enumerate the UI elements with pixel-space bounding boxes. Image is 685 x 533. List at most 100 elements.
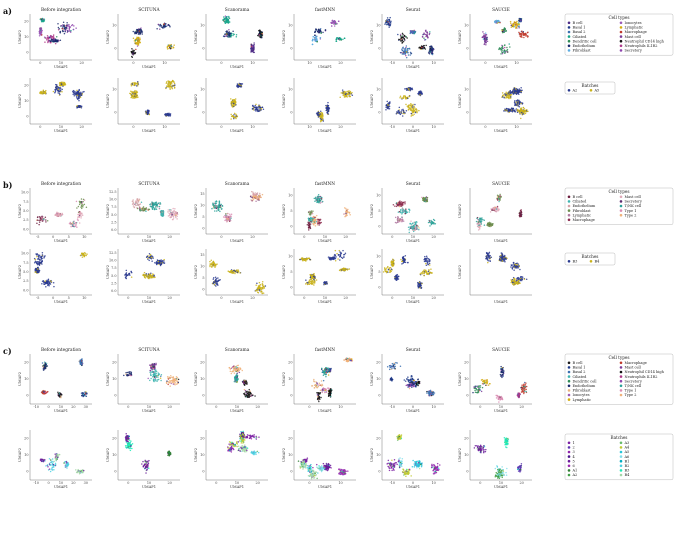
- cell-point: [225, 20, 228, 22]
- cell-point: [78, 93, 81, 95]
- cell-point: [428, 53, 431, 55]
- cell-point: [260, 37, 263, 39]
- cell-point: [139, 32, 141, 34]
- y-tick-label: 5.0: [111, 213, 116, 217]
- cell-point: [214, 204, 217, 207]
- cell-point: [309, 212, 311, 215]
- legend-item-label: Macrophage: [573, 218, 595, 222]
- cell-point: [410, 223, 413, 225]
- cell-point: [484, 41, 487, 44]
- cell-point: [132, 95, 134, 98]
- cell-point: [401, 42, 403, 44]
- cell-point: [54, 214, 56, 217]
- y-tick-label: 15: [200, 192, 204, 196]
- cell-point: [430, 50, 433, 52]
- cell-point: [510, 24, 513, 27]
- cell-point: [478, 217, 481, 220]
- x-tick-label: 20: [168, 235, 172, 239]
- cell-point: [170, 209, 173, 211]
- cell-point: [343, 96, 346, 98]
- cell-point: [427, 36, 429, 39]
- cell-point: [515, 101, 517, 103]
- x-tick-label: 0: [132, 125, 134, 129]
- cell-point: [431, 52, 433, 55]
- cell-point: [50, 36, 52, 39]
- cell-point: [136, 43, 138, 46]
- cell-point: [429, 225, 431, 227]
- cell-point: [521, 30, 523, 32]
- x-axis-label: UMAP1: [406, 239, 420, 243]
- cell-point: [501, 44, 503, 47]
- cell-point: [521, 36, 523, 38]
- cell-point: [56, 211, 58, 213]
- cell-point: [335, 23, 337, 25]
- cell-point: [75, 200, 78, 203]
- cell-point: [428, 32, 431, 35]
- y-tick-label: 10: [112, 24, 116, 28]
- cell-point: [324, 29, 327, 31]
- cell-point: [486, 222, 489, 225]
- cell-point: [61, 88, 63, 91]
- y-axis-label: UMAP2: [106, 94, 110, 108]
- legend-swatch: [619, 30, 623, 34]
- cell-point: [385, 109, 387, 111]
- cell-point: [138, 198, 141, 201]
- cell-point: [319, 37, 322, 39]
- legend-item-label: Mast cell: [625, 35, 642, 39]
- cell-point: [340, 92, 343, 94]
- cell-point: [66, 21, 68, 24]
- y-axis-label: UMAP2: [370, 30, 374, 44]
- cell-point: [494, 21, 497, 24]
- x-tick-label: 20: [344, 235, 348, 239]
- cell-point: [163, 23, 165, 25]
- cell-point: [333, 25, 336, 27]
- cell-point: [63, 32, 66, 35]
- cell-point: [418, 109, 420, 112]
- cell-point: [232, 115, 235, 118]
- cell-point: [483, 219, 485, 222]
- cell-point: [79, 211, 81, 213]
- cell-point: [258, 35, 260, 37]
- cell-point: [500, 53, 502, 55]
- cell-point: [173, 44, 175, 46]
- y-axis-label: UMAP2: [370, 94, 374, 108]
- cell-point: [39, 91, 42, 93]
- cell-point: [522, 34, 525, 36]
- cell-point: [429, 222, 432, 224]
- cell-point: [235, 115, 237, 117]
- cell-point: [504, 109, 506, 111]
- cell-point: [520, 19, 522, 22]
- cell-point: [344, 215, 346, 218]
- cell-point: [48, 39, 51, 42]
- y-tick-label: 10: [464, 88, 468, 92]
- cell-point: [412, 230, 415, 233]
- cell-point: [45, 219, 47, 221]
- cell-point: [257, 108, 259, 111]
- cell-point: [172, 81, 175, 83]
- legend-item-label: Fibroblast: [573, 49, 592, 53]
- cell-point: [517, 105, 520, 107]
- cell-point: [414, 225, 417, 228]
- x-tick-label: 0: [39, 125, 41, 129]
- x-axis-label: UMAP1: [318, 239, 332, 243]
- cell-point: [153, 203, 156, 205]
- cell-point: [61, 28, 64, 30]
- cell-point: [402, 50, 405, 53]
- legend-swatch: [567, 39, 571, 43]
- cell-point: [414, 229, 416, 231]
- cell-point: [403, 38, 406, 41]
- cell-point: [489, 224, 491, 227]
- cell-point: [229, 217, 231, 220]
- cell-point: [310, 210, 313, 212]
- cell-point: [519, 213, 522, 216]
- cell-point: [57, 214, 59, 217]
- cell-point: [504, 28, 506, 30]
- cell-point: [319, 110, 322, 113]
- cell-point: [397, 111, 399, 114]
- cell-point: [402, 220, 405, 222]
- cell-point: [413, 107, 416, 109]
- cell-point: [395, 202, 398, 204]
- cell-point: [482, 31, 484, 33]
